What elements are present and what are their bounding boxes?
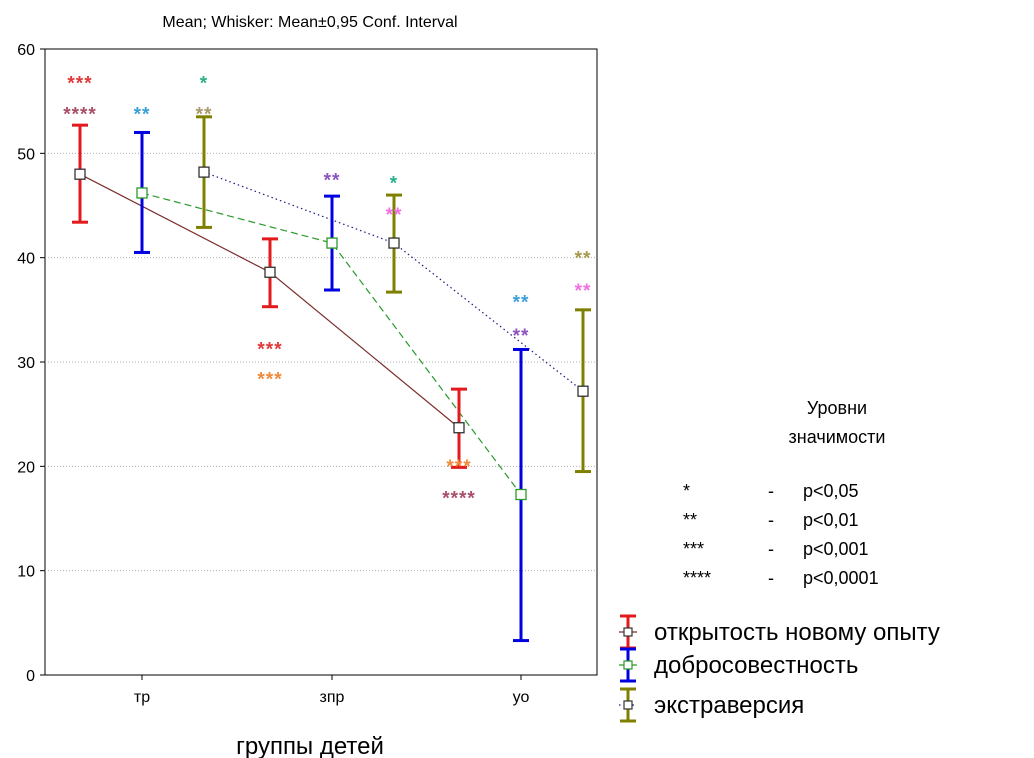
significance-annotation: *** bbox=[446, 457, 471, 478]
significance-annotation: ** bbox=[196, 105, 213, 126]
significance-p-value: p<0,001 bbox=[803, 539, 869, 559]
significance-annotation: * bbox=[200, 73, 208, 94]
mean-point bbox=[388, 237, 400, 249]
significance-annotation: ** bbox=[575, 281, 592, 302]
chart-title: Mean; Whisker: Mean±0,95 Conf. Interval bbox=[162, 14, 457, 31]
y-tick-label: 30 bbox=[17, 355, 35, 372]
significance-annotation: * bbox=[390, 173, 398, 194]
y-tick-label: 20 bbox=[17, 459, 35, 476]
significance-annotation: *** bbox=[257, 370, 282, 391]
significance-legend-title-line1: Уровни bbox=[807, 398, 867, 418]
x-tick-label: зпр bbox=[320, 689, 345, 706]
significance-dash: - bbox=[768, 510, 774, 530]
mean-point bbox=[577, 385, 589, 397]
significance-annotation: **** bbox=[63, 105, 97, 126]
significance-stars: *** bbox=[683, 539, 704, 559]
mean-point bbox=[136, 187, 148, 199]
mean-point bbox=[515, 488, 527, 501]
significance-annotation: **** bbox=[442, 489, 476, 510]
legend-marker bbox=[623, 700, 633, 710]
significance-annotation: ** bbox=[575, 249, 592, 270]
mean-point bbox=[74, 168, 86, 180]
x-tick-label: уо bbox=[513, 689, 530, 706]
significance-annotation: ** bbox=[134, 105, 151, 126]
significance-stars: **** bbox=[683, 568, 711, 588]
y-tick-label: 40 bbox=[17, 251, 35, 268]
significance-legend-title-line2: значимости bbox=[789, 427, 886, 447]
legend-marker bbox=[623, 627, 633, 637]
mean-point bbox=[453, 422, 465, 434]
mean-point bbox=[198, 166, 210, 178]
mean-point bbox=[326, 237, 338, 249]
legend-label: экстраверсия bbox=[654, 692, 804, 719]
significance-annotation: ** bbox=[513, 292, 530, 313]
significance-p-value: p<0,01 bbox=[803, 510, 859, 530]
legend-label: добросовестность bbox=[654, 652, 858, 679]
y-tick-label: 50 bbox=[17, 146, 35, 163]
significance-dash: - bbox=[768, 481, 774, 501]
significance-stars: * bbox=[683, 481, 690, 501]
significance-annotation: *** bbox=[67, 73, 92, 94]
legend-marker bbox=[623, 660, 633, 670]
x-axis-label: группы детей bbox=[236, 733, 384, 758]
significance-legend: Уровни значимости * - p<0,05 ** - p<0,01 *** - p… bbox=[683, 398, 885, 588]
y-tick-label: 60 bbox=[17, 42, 35, 59]
y-tick-label: 0 bbox=[26, 668, 35, 685]
legend-label: открытость новому опыту bbox=[654, 619, 940, 646]
significance-annotation: ** bbox=[513, 326, 530, 347]
series-legend: открытость новому опыту добросовестность э… bbox=[619, 614, 940, 723]
significance-annotation: *** bbox=[257, 339, 282, 360]
significance-stars: ** bbox=[683, 510, 697, 530]
significance-annotation: ** bbox=[324, 170, 341, 191]
significance-dash: - bbox=[768, 568, 774, 588]
significance-annotation: ** bbox=[386, 205, 403, 226]
significance-p-value: p<0,05 bbox=[803, 481, 859, 501]
significance-p-value: p<0,0001 bbox=[803, 568, 879, 588]
x-tick-label: тр bbox=[134, 689, 150, 706]
y-tick-label: 10 bbox=[17, 564, 35, 581]
significance-dash: - bbox=[768, 539, 774, 559]
mean-point bbox=[264, 266, 276, 278]
